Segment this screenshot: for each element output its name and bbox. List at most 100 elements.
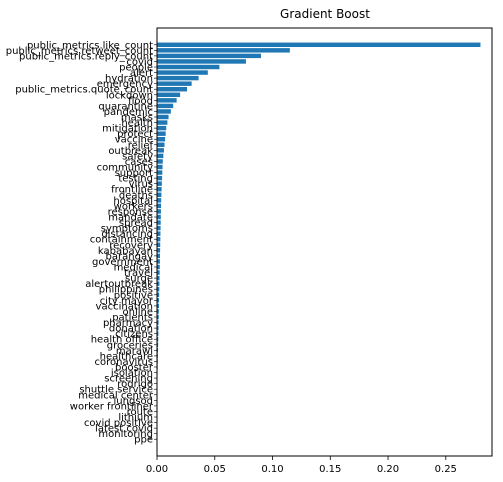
bar xyxy=(157,237,161,242)
bar xyxy=(157,148,164,153)
bar xyxy=(157,92,181,97)
bar xyxy=(157,120,168,125)
category-label: public_metrics.quote_count xyxy=(15,85,153,96)
bars-group xyxy=(157,42,481,442)
bar xyxy=(157,231,161,236)
bar xyxy=(157,309,159,314)
bar xyxy=(157,209,161,214)
x-tick-label: 0.20 xyxy=(377,464,399,475)
category-label: city mayor xyxy=(100,296,154,307)
bar xyxy=(157,303,159,309)
category-label: alert xyxy=(130,68,153,79)
category-label: vaccine xyxy=(115,135,153,146)
category-label: patients xyxy=(112,313,153,324)
category-label: latest covid xyxy=(95,424,153,435)
category-label: surge xyxy=(125,274,153,285)
category-label: citizens xyxy=(115,329,153,340)
bar xyxy=(157,64,220,70)
bar xyxy=(157,281,160,286)
category-label: outbreak xyxy=(108,146,153,157)
category-label: virus xyxy=(129,179,153,190)
category-label: healthcare xyxy=(100,351,153,362)
category-label: positive xyxy=(114,290,153,301)
bar xyxy=(157,270,160,275)
x-tick-label: 0.15 xyxy=(319,464,341,475)
category-label: health office xyxy=(91,335,153,346)
category-label: rodrigo xyxy=(117,379,153,390)
category-label: public_metrics.reply_count xyxy=(19,51,153,62)
category-label: government xyxy=(92,257,153,268)
bar xyxy=(157,59,246,64)
bar xyxy=(157,98,177,103)
bar xyxy=(157,131,166,136)
bar xyxy=(157,170,163,175)
x-tick-label: 0.05 xyxy=(204,464,226,475)
category-label: lithium xyxy=(118,413,153,424)
category-label: workers xyxy=(114,201,153,212)
bar xyxy=(157,53,261,59)
category-label: screening xyxy=(104,374,153,385)
bar xyxy=(157,137,166,142)
bar xyxy=(157,159,163,164)
category-label: response xyxy=(108,207,153,218)
category-label: deaths xyxy=(119,190,153,201)
bar xyxy=(157,331,159,336)
category-label: hospital xyxy=(113,196,153,207)
bar xyxy=(157,48,290,53)
category-label: protect xyxy=(117,129,153,140)
x-axis: 0.00 0.05 0.10 0.15 0.20 0.25 xyxy=(146,456,457,475)
category-label: kababayan xyxy=(98,246,153,257)
bar xyxy=(157,70,208,75)
bar xyxy=(157,181,162,186)
category-label: emergency xyxy=(97,79,153,90)
category-label: isolation xyxy=(111,368,153,379)
bar xyxy=(157,198,162,203)
bar xyxy=(157,75,199,81)
bar xyxy=(157,292,160,297)
bar xyxy=(157,264,160,270)
category-label: online xyxy=(122,307,153,318)
category-label: lungsod xyxy=(114,396,153,407)
bar xyxy=(157,320,159,325)
bar xyxy=(157,348,159,353)
bar xyxy=(157,125,167,131)
category-label: recovery xyxy=(109,240,153,251)
category-label: community xyxy=(97,163,153,174)
category-label: lockdown xyxy=(106,90,153,101)
category-label: relief xyxy=(128,140,154,151)
category-label: pandemic xyxy=(104,107,153,118)
x-tick-label: 0.25 xyxy=(435,464,457,475)
category-label: mandate xyxy=(108,213,153,224)
bar xyxy=(157,203,162,209)
category-label: distancing xyxy=(101,229,153,240)
category-label: frontline xyxy=(111,185,153,196)
category-label: medical center xyxy=(78,390,154,401)
bar xyxy=(157,114,169,120)
bar xyxy=(157,214,161,220)
plot-frame xyxy=(156,27,493,457)
bar xyxy=(157,142,165,147)
category-label: barangay xyxy=(106,251,154,262)
bar xyxy=(157,325,159,331)
category-label: shuttle service xyxy=(79,385,153,396)
bar xyxy=(157,259,160,264)
category-label: spread xyxy=(119,218,153,229)
category-label: public_metrics.like_count xyxy=(27,40,153,51)
bar xyxy=(157,242,161,247)
bar xyxy=(157,175,163,181)
bar xyxy=(157,153,164,159)
category-label: health xyxy=(121,118,153,129)
category-label: symptoms xyxy=(101,224,153,235)
chart-title: Gradient Boost xyxy=(280,7,370,21)
category-label: covid xyxy=(126,57,153,68)
category-label: mitigation xyxy=(102,124,153,135)
bar xyxy=(157,103,174,109)
bar xyxy=(157,109,171,114)
category-label: people xyxy=(119,63,153,74)
category-label: testing xyxy=(118,174,153,185)
category-label: containment xyxy=(90,235,153,246)
category-label: ppe xyxy=(134,435,153,446)
category-labels-group: public_metrics.like_countpublic_metrics.… xyxy=(6,40,157,446)
bar xyxy=(157,81,192,86)
